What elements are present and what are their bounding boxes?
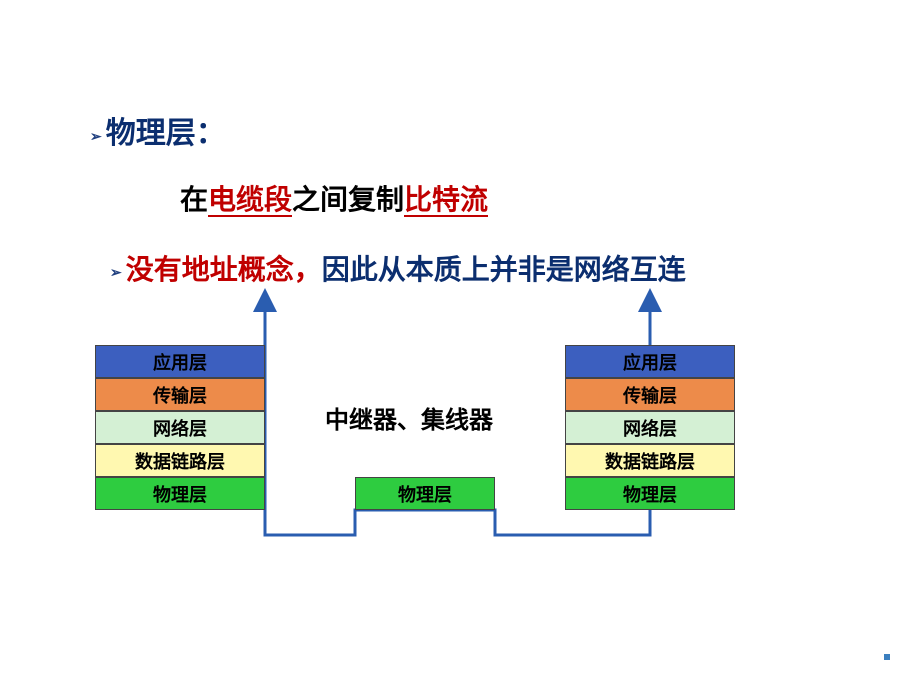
left-stack: 应用层传输层网络层数据链路层物理层 — [95, 345, 265, 510]
l2p0: 没有地址概念， — [126, 254, 322, 285]
layer-2: 网络层 — [565, 411, 735, 444]
layer-1: 传输层 — [565, 378, 735, 411]
bullet-icon: ➢ — [110, 264, 122, 280]
layer-0: 应用层 — [565, 345, 735, 378]
layer-4: 物理层 — [95, 477, 265, 510]
page-marker — [884, 654, 890, 660]
right-stack: 应用层传输层网络层数据链路层物理层 — [565, 345, 735, 510]
device-label: 中继器、集线器 — [325, 400, 493, 435]
subtitle-line-1: 在电缆段之间复制比特流 — [180, 178, 488, 218]
middle-phy-box: 物理层 — [355, 477, 495, 510]
l2p1: 因此从本质上并非是网络互连 — [322, 254, 686, 285]
middle-physical-layer: 物理层 — [355, 477, 495, 510]
slide: ➢物理层： 在电缆段之间复制比特流 ➢没有地址概念，因此从本质上并非是网络互连 … — [0, 0, 920, 690]
layer-0: 应用层 — [95, 345, 265, 378]
l1p0: 在 — [180, 184, 208, 215]
middle-phy-label: 物理层 — [398, 481, 452, 507]
layer-3: 数据链路层 — [95, 444, 265, 477]
layer-1: 传输层 — [95, 378, 265, 411]
l1p3: 比特流 — [404, 184, 488, 217]
l1p1: 电缆段 — [208, 184, 292, 217]
heading: ➢物理层： — [90, 108, 226, 152]
bullet-icon: ➢ — [90, 128, 102, 144]
heading-text: 物理层： — [106, 117, 226, 150]
layer-2: 网络层 — [95, 411, 265, 444]
layer-4: 物理层 — [565, 477, 735, 510]
subtitle-line-2: ➢没有地址概念，因此从本质上并非是网络互连 — [110, 248, 686, 288]
layer-3: 数据链路层 — [565, 444, 735, 477]
l1p2: 之间复制 — [292, 184, 404, 215]
